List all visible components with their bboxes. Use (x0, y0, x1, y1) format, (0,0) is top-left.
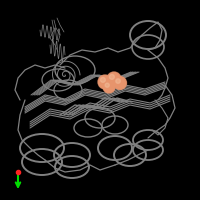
Circle shape (102, 79, 108, 84)
Circle shape (107, 85, 111, 89)
Circle shape (111, 76, 117, 82)
Circle shape (99, 76, 111, 88)
Circle shape (103, 81, 115, 93)
Circle shape (106, 84, 112, 90)
Circle shape (114, 76, 127, 90)
Circle shape (105, 83, 109, 87)
Circle shape (112, 76, 116, 82)
Circle shape (98, 75, 112, 88)
Circle shape (109, 74, 119, 84)
Circle shape (110, 74, 118, 84)
Circle shape (108, 86, 110, 88)
Circle shape (107, 85, 111, 89)
Circle shape (104, 82, 114, 92)
Circle shape (104, 82, 114, 92)
Circle shape (108, 73, 120, 85)
Circle shape (118, 81, 122, 85)
Circle shape (116, 79, 124, 87)
Circle shape (106, 84, 112, 90)
Circle shape (118, 81, 122, 85)
Circle shape (112, 77, 116, 81)
Circle shape (98, 75, 112, 89)
Circle shape (108, 86, 110, 88)
Circle shape (115, 78, 125, 88)
Circle shape (119, 82, 121, 84)
Circle shape (110, 75, 118, 83)
Circle shape (101, 78, 109, 86)
Circle shape (107, 72, 121, 86)
Circle shape (110, 75, 118, 82)
Circle shape (100, 76, 110, 88)
Circle shape (100, 77, 110, 87)
Circle shape (105, 83, 113, 91)
Circle shape (101, 77, 110, 86)
Circle shape (103, 80, 107, 84)
Circle shape (116, 79, 120, 83)
Circle shape (106, 84, 112, 90)
Circle shape (108, 73, 120, 84)
Circle shape (113, 78, 115, 80)
Circle shape (108, 72, 120, 86)
Circle shape (102, 78, 108, 86)
Circle shape (117, 80, 123, 86)
Circle shape (103, 81, 115, 93)
Circle shape (104, 80, 106, 84)
Circle shape (112, 77, 116, 80)
Circle shape (115, 78, 125, 88)
Circle shape (116, 79, 124, 87)
Circle shape (100, 77, 105, 82)
Circle shape (114, 77, 126, 89)
Circle shape (117, 80, 123, 86)
Circle shape (105, 83, 113, 91)
Circle shape (102, 79, 108, 85)
Circle shape (119, 82, 121, 84)
Circle shape (109, 74, 114, 79)
Circle shape (104, 81, 106, 83)
Circle shape (114, 77, 126, 89)
